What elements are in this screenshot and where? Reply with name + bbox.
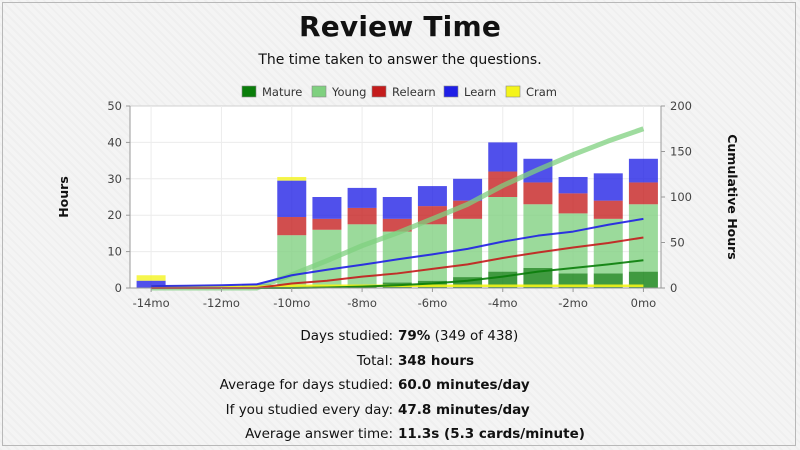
legend-swatch-young: [311, 85, 327, 98]
y2-tick-label: 200: [670, 99, 692, 113]
bar-mature: [628, 271, 658, 288]
y-tick-label: 10: [107, 245, 122, 259]
bar-young: [347, 224, 377, 285]
y-tick-label: 30: [107, 172, 122, 186]
page-subtitle: The time taken to answer the questions.: [258, 52, 542, 68]
x-tick-label: -10mo: [273, 296, 310, 310]
page-frame: [2, 2, 796, 446]
bar-mature: [593, 273, 623, 288]
stat-value: 11.3s (5.3 cards/minute): [398, 426, 585, 442]
bar-learn: [312, 197, 342, 219]
legend-label-mature: Mature: [262, 85, 302, 99]
bar-learn: [382, 197, 412, 219]
x-tick-label: -6mo: [418, 296, 448, 310]
stat-average-every-day: If you studied every day: 47.8 minutes/d…: [0, 398, 800, 423]
bar-learn: [277, 180, 307, 218]
legend-label-learn: Learn: [464, 85, 496, 99]
bar-learn: [453, 178, 483, 201]
page-title: Review Time: [298, 10, 502, 43]
bar-mature: [453, 277, 483, 288]
stat-label: Average for days studied:: [219, 377, 393, 393]
legend-label-relearn: Relearn: [392, 85, 436, 99]
legend-label-young: Young: [331, 85, 366, 99]
y-axis-label: Hours: [56, 176, 71, 218]
bar-relearn: [277, 217, 307, 236]
y2-tick-label: 50: [670, 236, 685, 250]
bar-relearn: [523, 182, 553, 205]
stats-panel: Days studied: 79% (349 of 438) Total: 34…: [0, 324, 800, 447]
legend-swatch-mature: [241, 85, 257, 98]
bar-cram: [136, 275, 166, 281]
y2-tick-label: 0: [670, 281, 677, 295]
bar-learn: [136, 280, 166, 288]
legend-swatch-relearn: [371, 85, 387, 98]
y2-axis-label: Cumulative Hours: [725, 134, 740, 260]
bar-learn: [417, 186, 447, 207]
bar-mature: [558, 273, 588, 288]
y-tick-label: 20: [107, 208, 122, 222]
x-tick-label: -12mo: [203, 296, 240, 310]
bar-learn: [558, 176, 588, 194]
stat-days-studied: Days studied: 79% (349 of 438): [0, 324, 800, 349]
bar-relearn: [347, 207, 377, 225]
y-tick-label: 50: [107, 99, 122, 113]
bar-relearn: [628, 182, 658, 205]
y-tick-label: 0: [115, 281, 122, 295]
cumulative-line-learn: [151, 217, 644, 288]
stat-total: Total: 348 hours: [0, 349, 800, 374]
stat-value: 348 hours: [398, 352, 475, 369]
stat-label: Total:: [356, 352, 393, 369]
stat-value: 47.8 minutes/day: [398, 401, 530, 418]
bar-cram: [277, 176, 307, 181]
y2-tick-label: 150: [670, 145, 692, 159]
bar-relearn: [558, 193, 588, 214]
x-tick-label: -2mo: [558, 296, 588, 310]
x-tick-label: -4mo: [488, 296, 518, 310]
x-tick-label: 0mo: [631, 296, 657, 310]
stat-value: 79% (349 of 438): [398, 328, 519, 344]
stat-value: 60.0 minutes/day: [398, 377, 530, 393]
legend-swatch-learn: [443, 85, 459, 98]
legend-label-cram: Cram: [526, 85, 557, 99]
bar-young: [558, 213, 588, 274]
legend-swatch-cram: [505, 85, 521, 98]
y-tick-label: 40: [107, 135, 122, 149]
stat-label: Average answer time:: [245, 426, 393, 442]
stat-average-days-studied: Average for days studied: 60.0 minutes/d…: [0, 373, 800, 398]
bar-learn: [628, 158, 658, 183]
x-tick-label: -14mo: [133, 296, 170, 310]
stat-label: If you studied every day:: [225, 401, 393, 418]
stat-average-answer-time: Average answer time: 11.3s (5.3 cards/mi…: [0, 422, 800, 447]
bar-relearn: [312, 218, 342, 230]
chart-axes: 0 10 20 30 40 50 0 50 100 150 200 -14mo -12mo -10mo -8…: [56, 99, 740, 310]
x-tick-label: -8mo: [347, 296, 377, 310]
chart-legend: Mature Young Relearn Learn Cram: [241, 85, 557, 99]
stat-label: Days studied:: [300, 328, 393, 344]
bar-relearn: [593, 200, 623, 219]
bar-learn: [347, 187, 377, 208]
bar-learn: [593, 173, 623, 201]
bar-learn: [488, 142, 518, 172]
y2-tick-label: 100: [670, 190, 692, 204]
